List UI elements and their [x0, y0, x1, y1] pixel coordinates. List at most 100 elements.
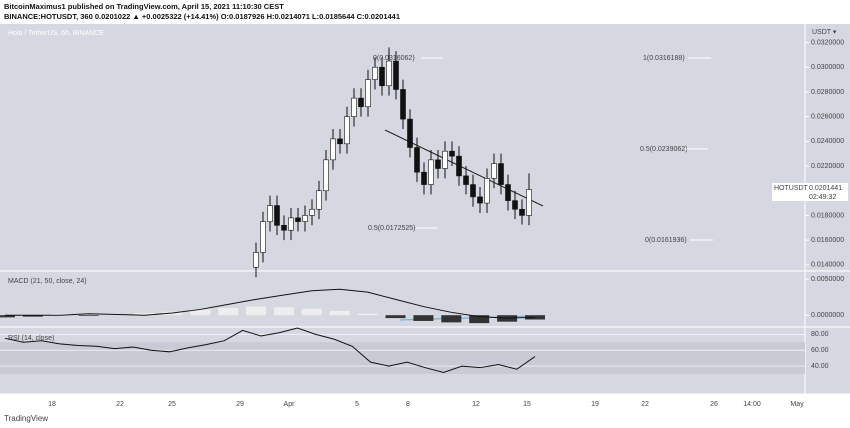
x-tick-label: Apr: [284, 401, 296, 408]
macd-bar: [301, 308, 322, 316]
price-label-bg: [772, 182, 848, 201]
x-tick-label: 8: [406, 401, 410, 408]
price-axis-bg: [805, 24, 850, 394]
macd-bar: [0, 315, 15, 318]
y-tick-label: 0.0160000: [811, 237, 844, 244]
y-tick-label: 0.0320000: [811, 39, 844, 46]
macd-bar: [78, 315, 99, 316]
price-value: 0.0201441: [809, 185, 842, 192]
candle-body: [421, 171, 427, 185]
y-tick-label: 80.00: [811, 331, 829, 338]
y-tick-label: 0.0240000: [811, 138, 844, 145]
x-tick-label: 22: [641, 401, 649, 408]
candle-body: [519, 208, 525, 216]
y-tick-label: 0.0140000: [811, 262, 844, 269]
y-tick-label: 40.00: [811, 363, 829, 370]
x-tick-label: 12: [472, 401, 480, 408]
y-tick-label: 0.0280000: [811, 89, 844, 96]
brand: TradingView: [4, 414, 48, 423]
candle-body: [358, 97, 364, 108]
y-tick-label: 0.0220000: [811, 163, 844, 170]
currency: USDT ▾: [812, 29, 837, 36]
candle-body: [428, 159, 434, 185]
macd-bar: [22, 315, 43, 317]
candle-body: [442, 150, 448, 169]
macd-bar: [469, 315, 490, 324]
candle-body: [288, 217, 294, 231]
x-tick-label: 25: [168, 401, 176, 408]
macd-line: [5, 288, 536, 319]
candle-body: [386, 60, 392, 87]
fib-label: 0(0.0161936): [645, 237, 687, 244]
y-tick-label: 60.00: [811, 347, 829, 354]
macd-title: MACD (21, 50, close, 24): [8, 278, 87, 285]
candle-body: [477, 196, 483, 204]
price-countdown: 02:49:32: [809, 194, 836, 201]
y-tick-label: 0.0260000: [811, 113, 844, 120]
candle-body: [351, 97, 357, 117]
fib-label: 0.5(0.0172525): [368, 225, 415, 232]
y-tick-label: 0.0050000: [811, 276, 844, 283]
rsi-band: [0, 342, 805, 375]
y-tick-label: 0.0300000: [811, 64, 844, 71]
candle-body: [414, 147, 420, 173]
candle-body: [337, 138, 343, 145]
macd-bar: [329, 310, 350, 316]
macd-bar: [134, 313, 155, 316]
macd-bar: [190, 309, 211, 316]
candle-body: [484, 178, 490, 204]
candle-body: [330, 138, 336, 161]
candle-body: [281, 225, 287, 231]
x-tick-label: 14:00: [743, 401, 761, 408]
candle-body: [267, 205, 273, 222]
candle-body: [498, 163, 504, 185]
x-tick-label: 19: [591, 401, 599, 408]
candle-body: [456, 155, 462, 177]
fib-label: 1(0.0316188): [643, 55, 685, 62]
candle-body: [372, 66, 378, 80]
candle-body: [323, 159, 329, 192]
candle-body: [309, 208, 315, 216]
macd-bar: [273, 307, 294, 316]
x-tick-label: 29: [236, 401, 244, 408]
x-tick-label: 15: [523, 401, 531, 408]
price-symbol: HOTUSDT: [774, 185, 809, 192]
macd-bar: [385, 315, 406, 319]
fib-label: 0(0.0316062): [373, 55, 415, 62]
candle-body: [295, 217, 301, 222]
candle-body: [253, 252, 259, 268]
x-tick-label: 26: [710, 401, 718, 408]
candle-body: [316, 190, 322, 210]
y-tick-label: 0.0000000: [811, 312, 844, 319]
y-tick-label: 0.0180000: [811, 212, 844, 219]
x-tick-label: 22: [116, 401, 124, 408]
chart-bg: [0, 24, 805, 394]
chart-title: Holo / TetherUS, 6h, BINANCE: [8, 30, 104, 37]
candle-body: [491, 163, 497, 179]
candle-body: [470, 184, 476, 198]
macd-bar: [246, 306, 267, 316]
candle-body: [407, 118, 413, 148]
x-tick-label: 5: [355, 401, 359, 408]
macd-bar: [441, 315, 462, 323]
fib-label: 0.5(0.0239062): [640, 146, 687, 153]
macd-bar: [413, 315, 434, 321]
header-line: BINANCE:HOTUSDT, 360 0.0201022 ▲ +0.0025…: [4, 12, 400, 21]
candle-body: [435, 159, 441, 169]
candle-body: [400, 89, 406, 120]
x-tick-label: May: [790, 401, 804, 408]
candle-body: [393, 60, 399, 90]
candle-body: [512, 200, 518, 210]
candle-body: [260, 221, 266, 253]
macd-bar: [50, 313, 71, 316]
header-line: BitcoinMaximus1 published on TradingView…: [4, 2, 284, 11]
x-tick-label: 18: [48, 401, 56, 408]
candle-body: [449, 150, 455, 157]
candle-body: [274, 205, 280, 226]
candle-body: [344, 116, 350, 145]
macd-bar: [357, 313, 378, 316]
candle-body: [365, 79, 371, 108]
rsi-line: [4, 327, 536, 373]
candle-body: [526, 189, 532, 216]
